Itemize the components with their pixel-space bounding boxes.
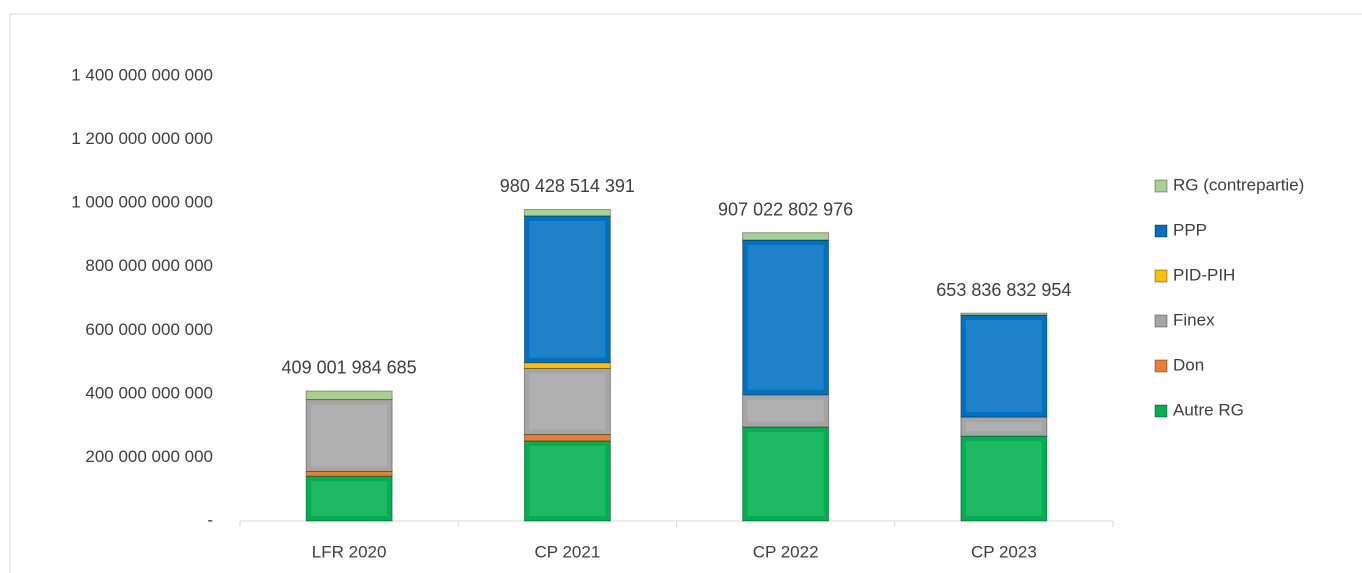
x-tick-label: CP 2021: [534, 542, 600, 561]
chart-border: [9, 13, 1362, 573]
total-label: 409 001 984 685: [282, 358, 417, 378]
legend-label: PID-PIH: [1173, 265, 1235, 284]
legend-label: Autre RG: [1173, 400, 1244, 419]
bar-bevel: [529, 373, 606, 430]
y-tick-label: -: [207, 510, 213, 529]
y-tick-label: 800 000 000 000: [85, 256, 213, 275]
bar-segment: [742, 239, 830, 396]
legend-swatch: [1154, 404, 1168, 418]
bar-bevel: [311, 404, 388, 467]
bar-segment: [305, 390, 393, 401]
y-tick-label: 1 200 000 000 000: [71, 129, 213, 148]
bar-bevel: [311, 481, 388, 516]
y-tick-label: 600 000 000 000: [85, 320, 213, 339]
bar-segment: [523, 440, 611, 522]
bar-segment: [960, 314, 1048, 418]
legend-label: PPP: [1173, 220, 1207, 239]
total-label: 907 022 802 976: [718, 199, 853, 219]
bar-segment: [742, 426, 830, 522]
bar-segment: [960, 312, 1048, 316]
y-tick-label: 1 000 000 000 000: [71, 193, 213, 212]
bar-bevel: [747, 431, 824, 516]
bar-bevel: [529, 220, 606, 358]
bar-bevel: [965, 441, 1042, 516]
legend-swatch: [1154, 179, 1168, 193]
bar-segment: [305, 399, 393, 472]
bar-segment: [305, 475, 393, 522]
y-tick-label: 1 400 000 000 000: [71, 65, 213, 84]
bar-segment: [523, 215, 611, 364]
total-label: 653 836 832 954: [936, 280, 1071, 300]
x-tick-label: CP 2023: [971, 542, 1037, 561]
bar-segment: [523, 434, 611, 442]
legend-swatch: [1154, 359, 1168, 373]
y-tick-label: 400 000 000 000: [85, 383, 213, 402]
legend-swatch: [1154, 269, 1168, 283]
total-label: 980 428 514 391: [500, 176, 635, 196]
legend-label: Finex: [1173, 310, 1215, 329]
legend-label: Don: [1173, 355, 1204, 374]
x-tick-label: LFR 2020: [312, 542, 387, 561]
legend-swatch: [1154, 314, 1168, 328]
bar-segment: [305, 470, 393, 477]
x-tick-label: CP 2022: [753, 542, 819, 561]
bar-bevel: [965, 422, 1042, 432]
bar-bevel: [529, 445, 606, 516]
bar-segment: [960, 435, 1048, 522]
bar-segment: [742, 232, 830, 241]
legend-label: RG (contrepartie): [1173, 175, 1304, 194]
legend-swatch: [1154, 224, 1168, 238]
bar-bevel: [747, 399, 824, 422]
y-tick-label: 200 000 000 000: [85, 447, 213, 466]
bar-segment: [523, 209, 611, 217]
bar-bevel: [747, 245, 824, 390]
bar-segment: [523, 362, 611, 369]
bar-bevel: [965, 320, 1042, 413]
bar-segment: [742, 394, 830, 428]
